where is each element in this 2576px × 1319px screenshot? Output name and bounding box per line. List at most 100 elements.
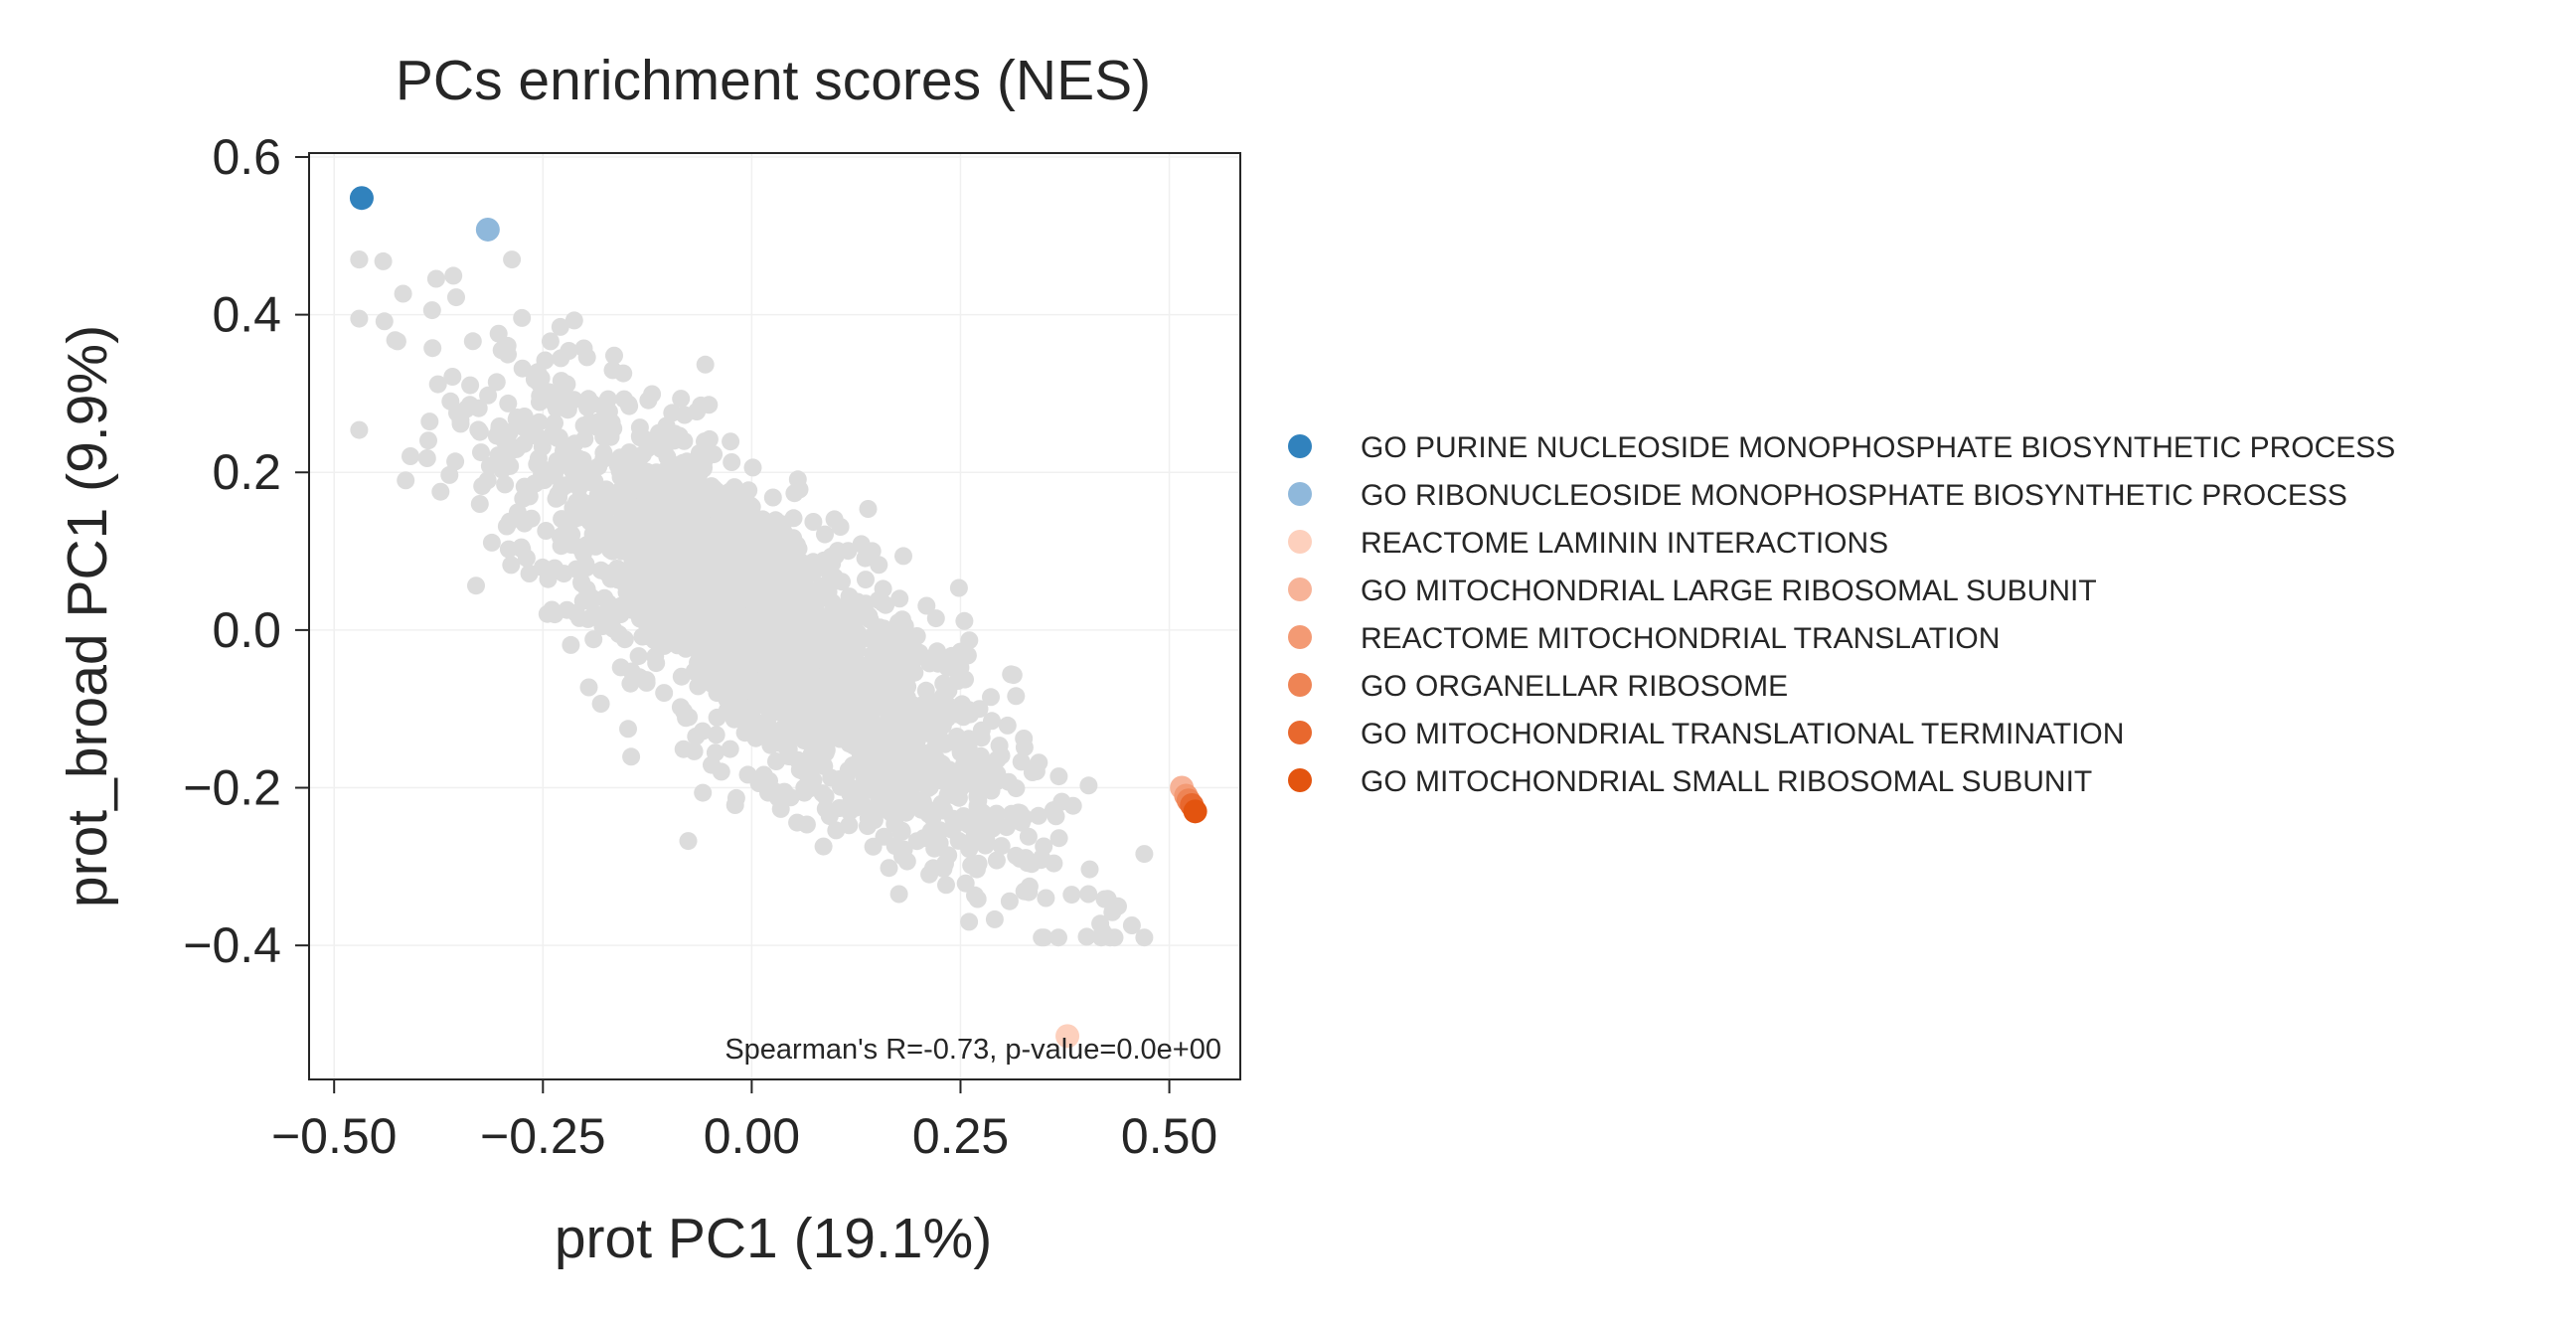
background-point [658,591,676,610]
background-point [943,775,962,794]
background-point [1002,665,1021,684]
background-point [666,627,685,646]
legend-label: REACTOME LAMININ INTERACTIONS [1361,527,1888,560]
background-point [831,777,850,796]
background-point [1011,803,1030,822]
background-point [520,565,539,582]
background-point [880,859,898,878]
background-point [577,579,596,598]
background-point [859,809,878,828]
background-point [923,808,942,827]
background-point [795,563,814,580]
background-point [577,559,596,577]
background-point [480,456,499,475]
background-point [470,495,489,513]
background-point [611,658,630,677]
background-point [503,250,522,269]
background-point [601,570,620,588]
background-point [937,876,955,895]
background-point [618,480,637,499]
background-point [515,418,534,437]
background-point [998,716,1017,735]
x-axis-label: prot PC1 (19.1%) [555,1207,992,1270]
background-point [672,667,691,686]
background-point [680,708,699,727]
background-point [718,667,736,686]
background-point [467,577,485,595]
background-point [831,518,850,536]
background-point [721,740,739,758]
y-tick-label: 0.2 [212,444,281,500]
background-point [655,684,674,703]
background-point [417,449,436,467]
background-point [562,635,580,654]
background-point [444,266,463,285]
background-point [482,533,501,552]
background-point [892,780,910,799]
background-point [968,787,987,806]
background-point [675,537,694,556]
background-point [965,770,984,789]
background-point [1015,882,1034,901]
background-point [729,606,748,625]
background-point [446,452,465,471]
background-point [672,553,691,571]
background-point [697,670,716,689]
background-point [955,611,974,630]
background-point [742,497,761,516]
background-point [557,476,575,495]
background-point [847,641,866,660]
background-point [696,629,715,648]
background-point [889,885,908,904]
background-point [473,477,492,495]
background-point [601,427,620,446]
background-point [1035,837,1053,856]
background-point [780,704,799,723]
background-point [949,578,968,597]
background-point [497,517,516,536]
highlighted-points [349,186,1208,1049]
background-point [741,533,760,552]
background-point [907,627,926,645]
legend-marker [1288,530,1312,554]
background-point [614,364,633,383]
background-point [788,631,807,650]
background-point [1011,849,1030,868]
highlight-point [1055,1024,1080,1049]
background-point [574,416,593,435]
background-point [469,420,488,439]
background-point [574,339,593,358]
background-point [605,346,623,365]
legend-label: GO MITOCHONDRIAL LARGE RIBOSOMAL SUBUNIT [1361,575,2097,607]
background-point [448,404,466,422]
background-point [517,549,536,568]
background-point [1015,738,1034,756]
background-point [814,837,833,856]
background-point [926,738,944,756]
y-axis-ticks: −0.4 −0.2 0.0 0.2 0.4 0.6 [183,129,309,973]
background-point [1077,927,1096,946]
background-point [1035,928,1053,947]
background-point [1049,928,1067,947]
background-point [771,658,790,677]
background-point [578,398,596,416]
background-point [743,458,762,477]
background-point [696,355,715,374]
background-point [551,317,569,336]
background-point [768,693,787,712]
background-point [687,496,705,515]
background-point [669,520,687,539]
background-point [863,673,882,692]
background-point [1063,796,1082,815]
background-point [632,446,651,465]
background-point [1049,767,1068,786]
background-point [890,764,909,783]
background-point [723,453,741,471]
background-point [1037,889,1055,907]
background-point [886,814,904,833]
background-point [869,590,887,609]
background-point [644,538,663,557]
background-point [553,510,571,529]
background-point [920,691,939,710]
legend-marker [1288,721,1312,744]
